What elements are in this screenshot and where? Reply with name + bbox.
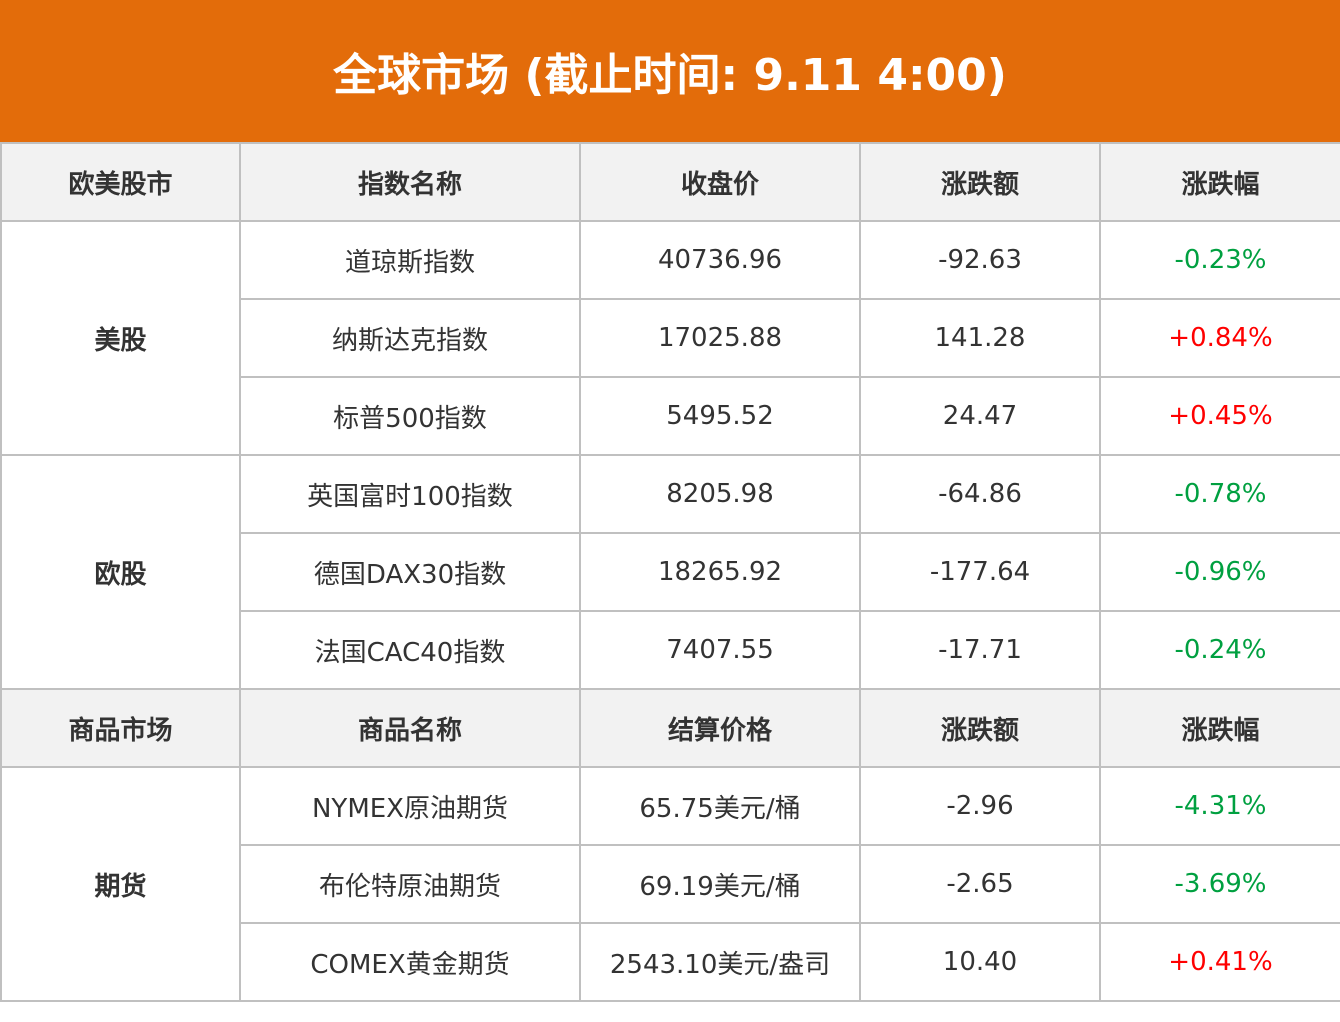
cell-name: COMEX黄金期货	[239, 922, 581, 1002]
cell-change: -2.96	[859, 766, 1101, 846]
table-row: 德国DAX30指数 18265.92 -177.64 -0.96%	[1, 532, 1340, 612]
column-header: 商品市场	[0, 688, 241, 768]
cell-pct: -0.24%	[1099, 610, 1340, 690]
cell-pct: +0.84%	[1099, 298, 1340, 378]
column-header: 结算价格	[579, 688, 861, 768]
cell-change: -17.71	[859, 610, 1101, 690]
cell-change: -92.63	[859, 220, 1101, 300]
cell-price: 17025.88	[579, 298, 861, 378]
cell-pct: -0.78%	[1099, 454, 1340, 534]
stocks-header-row: 欧美股市 指数名称 收盘价 涨跌额 涨跌幅	[0, 142, 1340, 222]
cell-pct: -4.31%	[1099, 766, 1340, 846]
cell-change: -177.64	[859, 532, 1101, 612]
column-header: 商品名称	[239, 688, 581, 768]
table-row: 布伦特原油期货 69.19美元/桶 -2.65 -3.69%	[1, 844, 1340, 924]
cell-price: 2543.10美元/盎司	[579, 922, 861, 1002]
group-label: 美股	[0, 220, 241, 456]
table-row: 法国CAC40指数 7407.55 -17.71 -0.24%	[1, 610, 1340, 690]
cell-pct: -3.69%	[1099, 844, 1340, 924]
cell-name: 德国DAX30指数	[239, 532, 581, 612]
column-header: 涨跌额	[859, 688, 1101, 768]
table-row: 欧股 英国富时100指数 8205.98 -64.86 -0.78%	[0, 454, 1340, 690]
cell-name: 纳斯达克指数	[239, 298, 581, 378]
cell-name: 法国CAC40指数	[239, 610, 581, 690]
commodities-header-row: 商品市场 商品名称 结算价格 涨跌额 涨跌幅	[0, 688, 1340, 768]
table-row: COMEX黄金期货 2543.10美元/盎司 10.40 +0.41%	[1, 922, 1340, 1002]
cell-name: 布伦特原油期货	[239, 844, 581, 924]
cell-pct: +0.41%	[1099, 922, 1340, 1002]
cell-price: 8205.98	[579, 454, 861, 534]
cell-price: 65.75美元/桶	[579, 766, 861, 846]
cell-change: -2.65	[859, 844, 1101, 924]
cell-name: 英国富时100指数	[239, 454, 581, 534]
cell-name: 道琼斯指数	[239, 220, 581, 300]
column-header: 涨跌幅	[1099, 688, 1340, 768]
column-header: 收盘价	[579, 142, 861, 222]
cell-pct: -0.23%	[1099, 220, 1340, 300]
cell-change: -64.86	[859, 454, 1101, 534]
cell-name: NYMEX原油期货	[239, 766, 581, 846]
table-row: 美股 道琼斯指数 40736.96 -92.63 -0.23%	[0, 220, 1340, 456]
table-row: 纳斯达克指数 17025.88 141.28 +0.84%	[1, 298, 1340, 378]
column-header: 指数名称	[239, 142, 581, 222]
table-row: 标普500指数 5495.52 24.47 +0.45%	[1, 376, 1340, 456]
cell-change: 10.40	[859, 922, 1101, 1002]
page-title: 全球市场 (截止时间: 9.11 4:00)	[0, 0, 1340, 142]
cell-pct: +0.45%	[1099, 376, 1340, 456]
cell-price: 69.19美元/桶	[579, 844, 861, 924]
cell-change: 141.28	[859, 298, 1101, 378]
cell-pct: -0.96%	[1099, 532, 1340, 612]
market-table-body: 欧美股市 指数名称 收盘价 涨跌额 涨跌幅 美股 道琼斯指数 40736.96 -92.63 -0…	[0, 142, 1340, 1002]
cell-price: 18265.92	[579, 532, 861, 612]
column-header: 涨跌幅	[1099, 142, 1340, 222]
table-row: 期货 NYMEX原油期货 65.75美元/桶 -2.96 -4.31%	[0, 766, 1340, 1002]
group-label: 欧股	[0, 454, 241, 690]
cell-price: 5495.52	[579, 376, 861, 456]
column-header: 欧美股市	[0, 142, 241, 222]
column-header: 涨跌额	[859, 142, 1101, 222]
group-label: 期货	[0, 766, 241, 1002]
cell-price: 7407.55	[579, 610, 861, 690]
market-table: 欧美股市 指数名称 收盘价 涨跌额 涨跌幅 美股 道琼斯指数 40736.96 -92.63 -0…	[0, 142, 1340, 1002]
cell-price: 40736.96	[579, 220, 861, 300]
cell-change: 24.47	[859, 376, 1101, 456]
cell-name: 标普500指数	[239, 376, 581, 456]
